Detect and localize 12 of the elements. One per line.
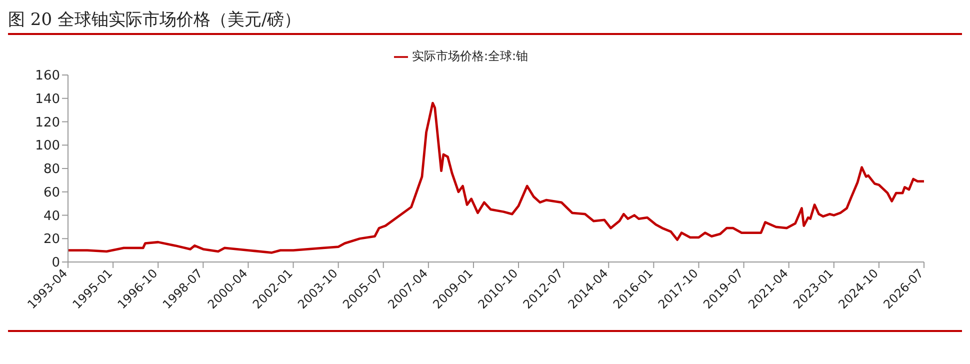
y-tick-label: 160 xyxy=(35,68,60,84)
y-tick-label: 60 xyxy=(43,185,60,200)
legend-label: 实际市场价格:全球:铀 xyxy=(412,49,528,63)
y-tick-label: 0 xyxy=(52,256,60,271)
y-tick-label: 100 xyxy=(35,138,60,154)
line-series xyxy=(68,102,924,254)
y-tick-label: 80 xyxy=(43,162,60,178)
y-tick-label: 20 xyxy=(43,232,60,248)
y-tick-label: 140 xyxy=(35,92,60,107)
chart-title: 图 20 全球铀实际市场价格（美元/磅） xyxy=(8,9,302,31)
y-tick-label: 120 xyxy=(35,115,60,130)
y-tick-label: 40 xyxy=(43,208,60,224)
